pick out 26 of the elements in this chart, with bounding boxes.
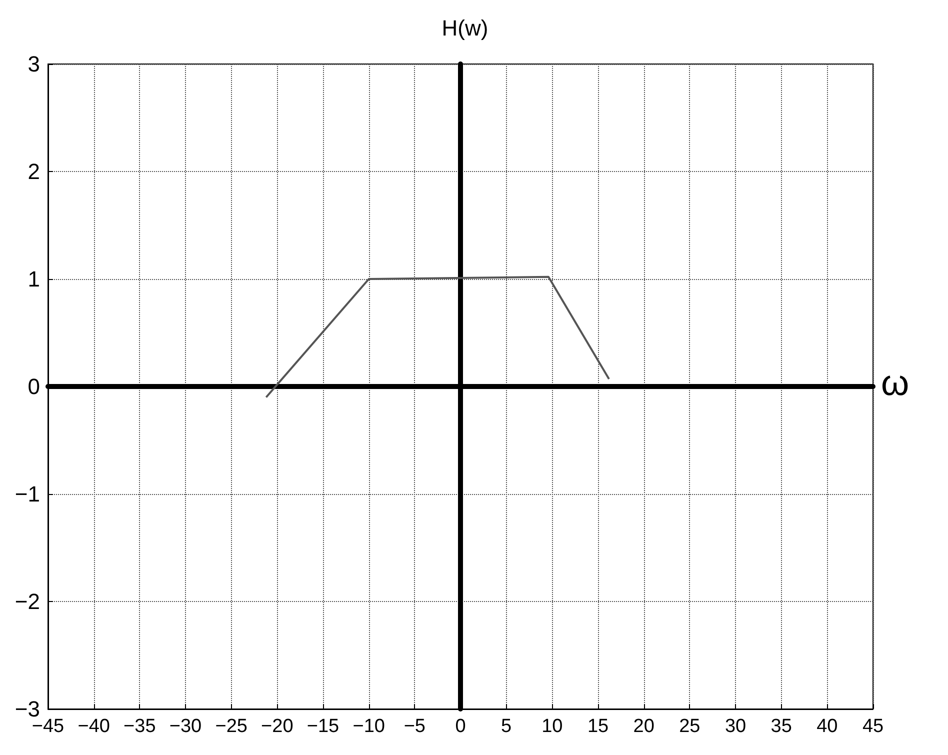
x-tick-label: −15 xyxy=(306,716,340,737)
y-tick-label: 1 xyxy=(28,266,40,292)
x-tick-label: −5 xyxy=(404,716,426,737)
x-axis-title: ω xyxy=(881,362,910,403)
x-tick-label: −30 xyxy=(169,716,202,737)
chart-title: H(w) xyxy=(442,16,488,40)
x-tick-label: −10 xyxy=(352,716,385,737)
x-tick-label: −25 xyxy=(215,716,248,737)
y-tick-label: −2 xyxy=(14,589,40,614)
x-tick-label: −35 xyxy=(124,716,156,737)
y-tick-label: 0 xyxy=(28,374,40,399)
x-tick-label: −20 xyxy=(261,716,294,737)
x-tick-label: 15 xyxy=(587,716,609,737)
x-tick-label: 30 xyxy=(724,716,746,737)
x-tick-label: −40 xyxy=(78,716,110,737)
x-tick-label: 20 xyxy=(633,716,654,737)
y-tick-label: −1 xyxy=(14,482,40,506)
x-tick-label: 5 xyxy=(501,716,512,737)
x-tick-label: 45 xyxy=(862,716,884,737)
y-tick-label: 3 xyxy=(28,52,40,76)
y-tick-label: 2 xyxy=(28,159,40,184)
x-tick-label: 10 xyxy=(542,716,563,737)
x-tick-label: 25 xyxy=(679,716,700,737)
x-tick-label: 0 xyxy=(455,716,466,737)
x-tick-label: 35 xyxy=(770,716,792,737)
x-tick-label: 40 xyxy=(816,716,838,737)
